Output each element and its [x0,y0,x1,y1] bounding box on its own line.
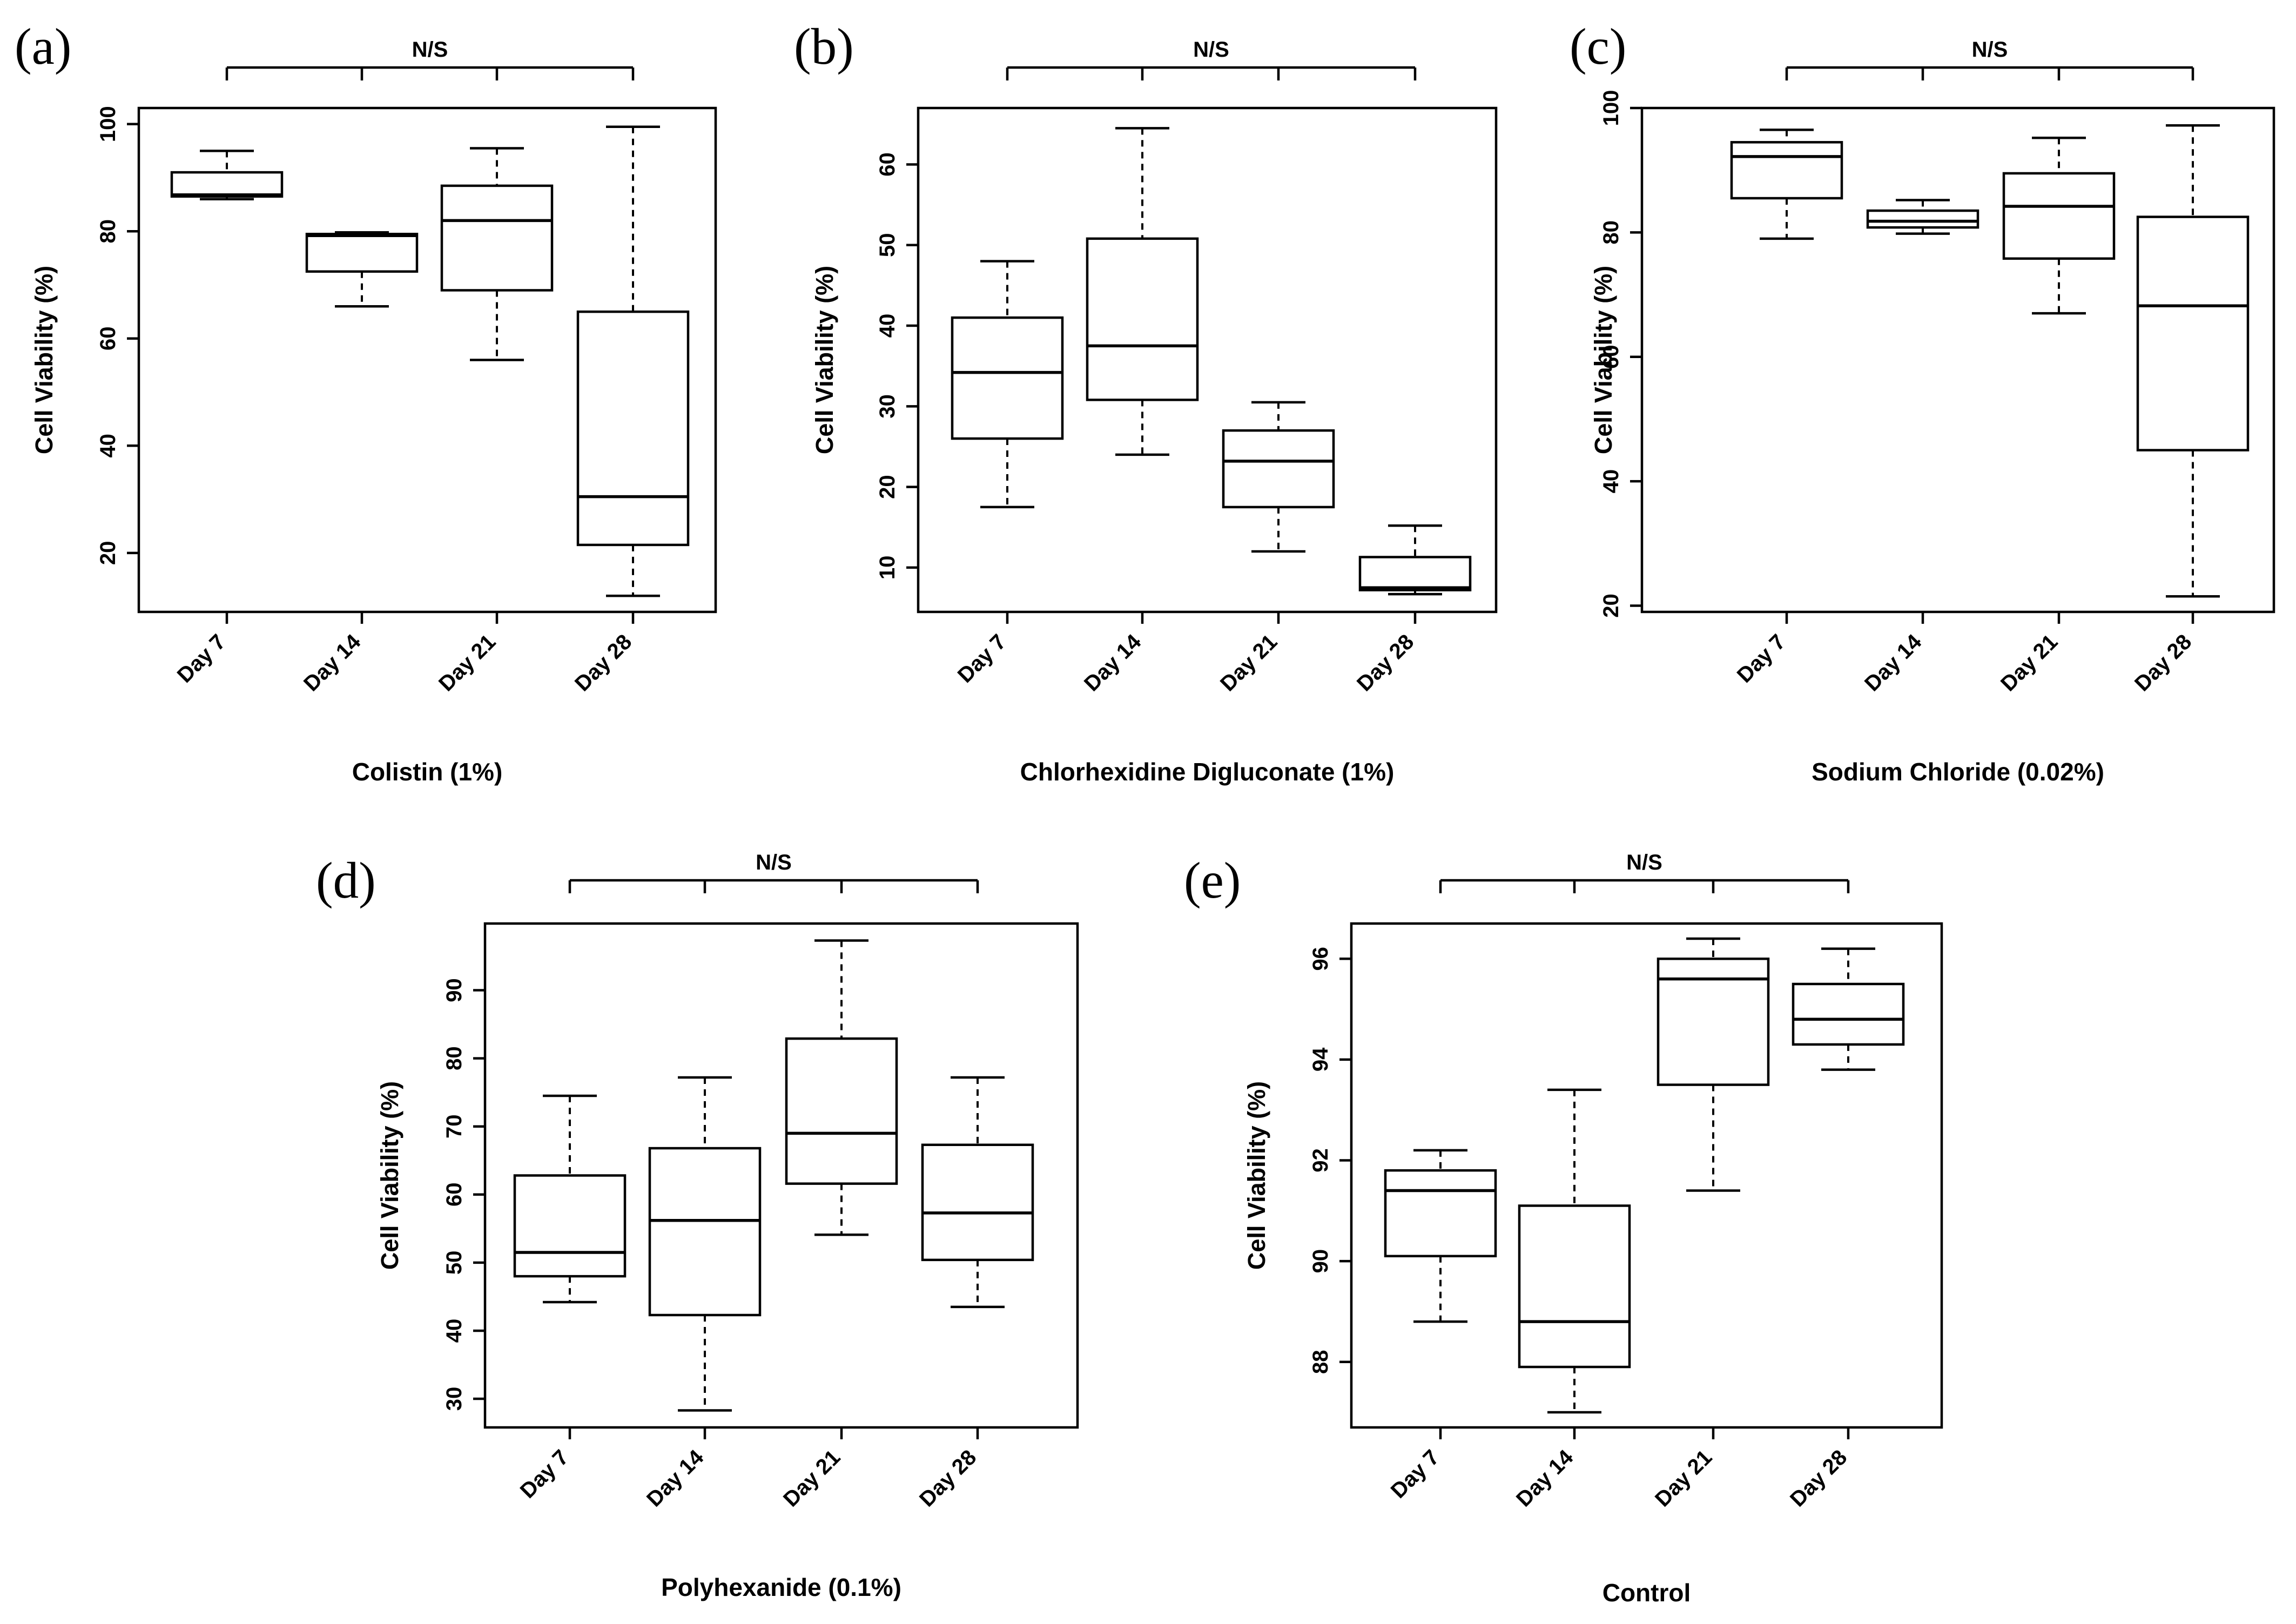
y-tick-label: 96 [1309,947,1332,971]
y-tick-label: 30 [876,394,899,419]
iqr-box [1358,556,1472,591]
box-day-21 [2002,137,2116,315]
y-axis-title: Cell Viability (%) [1243,1081,1270,1270]
y-tick-label: 80 [96,219,120,244]
y-tick-label: 60 [1599,345,1623,369]
box-day-28 [1792,947,1905,1071]
plot-frame [137,106,717,614]
box-day-7 [513,1094,627,1304]
y-tick-label: 88 [1309,1350,1332,1374]
plot-frame [483,922,1079,1429]
box-day-28 [2136,124,2250,598]
iqr-box [648,1147,762,1317]
treatment-label: Colistin (1%) [352,758,503,786]
y-tick-label: 60 [96,327,120,351]
y-tick-label: 90 [1309,1249,1332,1273]
iqr-box [1222,429,1335,509]
iqr-box [951,316,1064,440]
y-axis-title: Cell Viability (%) [30,266,58,454]
box-day-14 [1086,127,1199,456]
y-axis-title: Cell Viability (%) [811,266,838,454]
box-day-21 [1222,401,1335,553]
y-tick-label: 40 [96,434,120,458]
y-tick-label: 70 [442,1114,466,1138]
box-day-28 [921,1076,1034,1309]
y-tick-label: 10 [876,556,899,580]
iqr-box [1792,982,1905,1046]
panel-label: (a) [15,18,71,75]
panel-label: (b) [794,18,854,75]
box-day-21 [440,147,554,361]
y-tick-label: 20 [876,475,899,499]
iqr-box [1730,141,1843,200]
box-day-7 [951,260,1064,509]
box-day-7 [1730,129,1843,240]
iqr-box [1384,1169,1497,1258]
treatment-label: Polyhexanide (0.1%) [661,1573,901,1601]
iqr-box [2136,215,2250,452]
plot-frame [917,106,1498,614]
significance-label: N/S [412,38,448,62]
y-tick-label: 40 [876,314,899,338]
box-day-28 [1358,524,1472,596]
plot-frame [1350,922,1943,1429]
box-day-14 [1866,199,1979,235]
y-tick-label: 100 [1599,90,1623,126]
iqr-box [1866,209,1979,229]
iqr-box [576,310,690,547]
significance-label: N/S [1972,38,2008,62]
iqr-box [513,1174,627,1278]
significance-label: N/S [1193,38,1229,62]
significance-label: N/S [1626,851,1662,874]
iqr-box [1086,237,1199,401]
treatment-label: Control [1603,1579,1691,1607]
y-tick-label: 92 [1309,1148,1332,1172]
iqr-box [440,184,554,292]
iqr-box [305,233,419,273]
y-tick-label: 100 [96,106,120,142]
iqr-box [2002,172,2116,260]
box-day-21 [1657,937,1770,1192]
panel-label: (e) [1184,852,1241,909]
panel-label: (c) [1570,18,1626,75]
y-tick-label: 80 [1599,220,1623,245]
y-axis-title: Cell Viability (%) [1590,266,1617,454]
box-day-14 [648,1076,762,1412]
y-tick-label: 40 [1599,469,1623,494]
panel-label: (d) [316,852,376,909]
y-tick-label: 60 [876,152,899,177]
y-tick-label: 80 [442,1046,466,1070]
iqr-box [921,1143,1034,1262]
y-tick-label: 94 [1309,1047,1332,1072]
iqr-box [785,1037,898,1185]
y-tick-label: 60 [442,1183,466,1207]
y-tick-label: 20 [1599,594,1623,618]
box-day-14 [305,231,419,308]
y-axis-title: Cell Viability (%) [376,1081,403,1270]
box-day-14 [1518,1088,1631,1414]
y-tick-label: 30 [442,1387,466,1411]
y-tick-label: 40 [442,1319,466,1343]
box-day-28 [576,125,690,597]
box-day-7 [170,150,284,200]
box-day-21 [785,939,898,1236]
treatment-label: Sodium Chloride (0.02%) [1812,758,2104,786]
y-tick-label: 90 [442,978,466,1002]
plot-frame [1640,106,2275,614]
significance-label: N/S [756,851,792,874]
iqr-box [1518,1204,1631,1369]
y-tick-label: 20 [96,541,120,565]
treatment-label: Chlorhexidine Digluconate (1%) [1020,758,1395,786]
y-tick-label: 50 [442,1251,466,1275]
box-day-7 [1384,1149,1497,1323]
y-tick-label: 50 [876,233,899,258]
iqr-box [170,171,284,198]
